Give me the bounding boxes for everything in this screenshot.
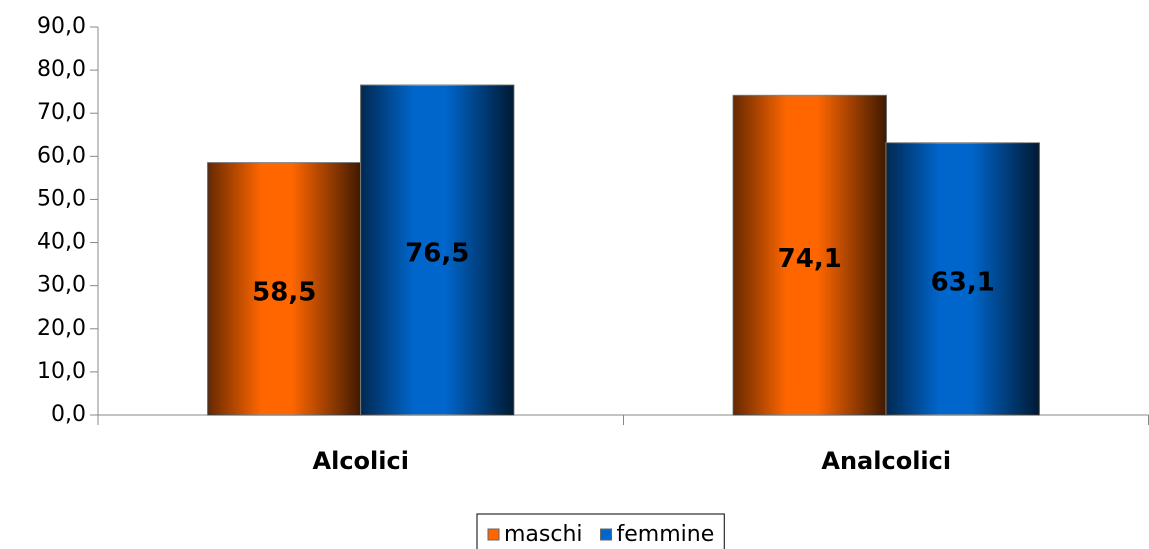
legend-label: femmine: [617, 522, 715, 547]
value-label: 74,1: [778, 244, 842, 274]
y-tick-label: 50,0: [37, 186, 86, 211]
value-label: 58,5: [252, 277, 316, 307]
y-tick-label: 10,0: [37, 359, 86, 384]
y-tick-label: 90,0: [37, 14, 86, 39]
y-tick-label: 80,0: [37, 57, 86, 82]
x-tick-label: Alcolici: [313, 447, 409, 475]
y-tick-label: 60,0: [37, 143, 86, 168]
y-tick-label: 20,0: [37, 316, 86, 341]
value-label: 63,1: [931, 267, 995, 297]
legend-swatch: [600, 528, 613, 541]
y-tick-label: 70,0: [37, 100, 86, 125]
y-tick-label: 30,0: [37, 273, 86, 298]
legend: maschi femmine: [476, 513, 725, 549]
legend-label: maschi: [504, 522, 583, 547]
y-tick-label: 0,0: [51, 402, 86, 427]
value-label: 76,5: [405, 239, 469, 269]
x-tick-label: Analcolici: [821, 447, 951, 475]
y-tick-label: 40,0: [37, 230, 86, 255]
legend-swatch: [487, 528, 500, 541]
